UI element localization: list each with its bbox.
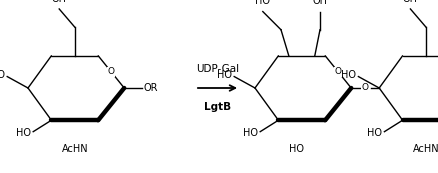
Text: HO: HO [0,70,4,80]
Text: HO: HO [366,128,381,138]
Text: HO: HO [216,70,231,80]
Text: AcHN: AcHN [412,144,438,154]
Text: OH: OH [52,0,67,4]
Text: HO: HO [242,128,257,138]
Text: HO: HO [340,70,355,80]
Text: O: O [107,67,114,76]
Text: OH: OH [402,0,417,4]
Text: O: O [334,67,341,76]
Text: O: O [361,84,368,93]
Text: LgtB: LgtB [204,102,230,112]
Text: HO: HO [16,128,31,138]
Text: HO: HO [289,144,304,154]
Text: UDP-Gal: UDP-Gal [195,64,239,74]
Text: HO: HO [255,0,270,6]
Text: OR: OR [144,83,158,93]
Text: AcHN: AcHN [61,144,88,154]
Text: OH: OH [312,0,327,6]
